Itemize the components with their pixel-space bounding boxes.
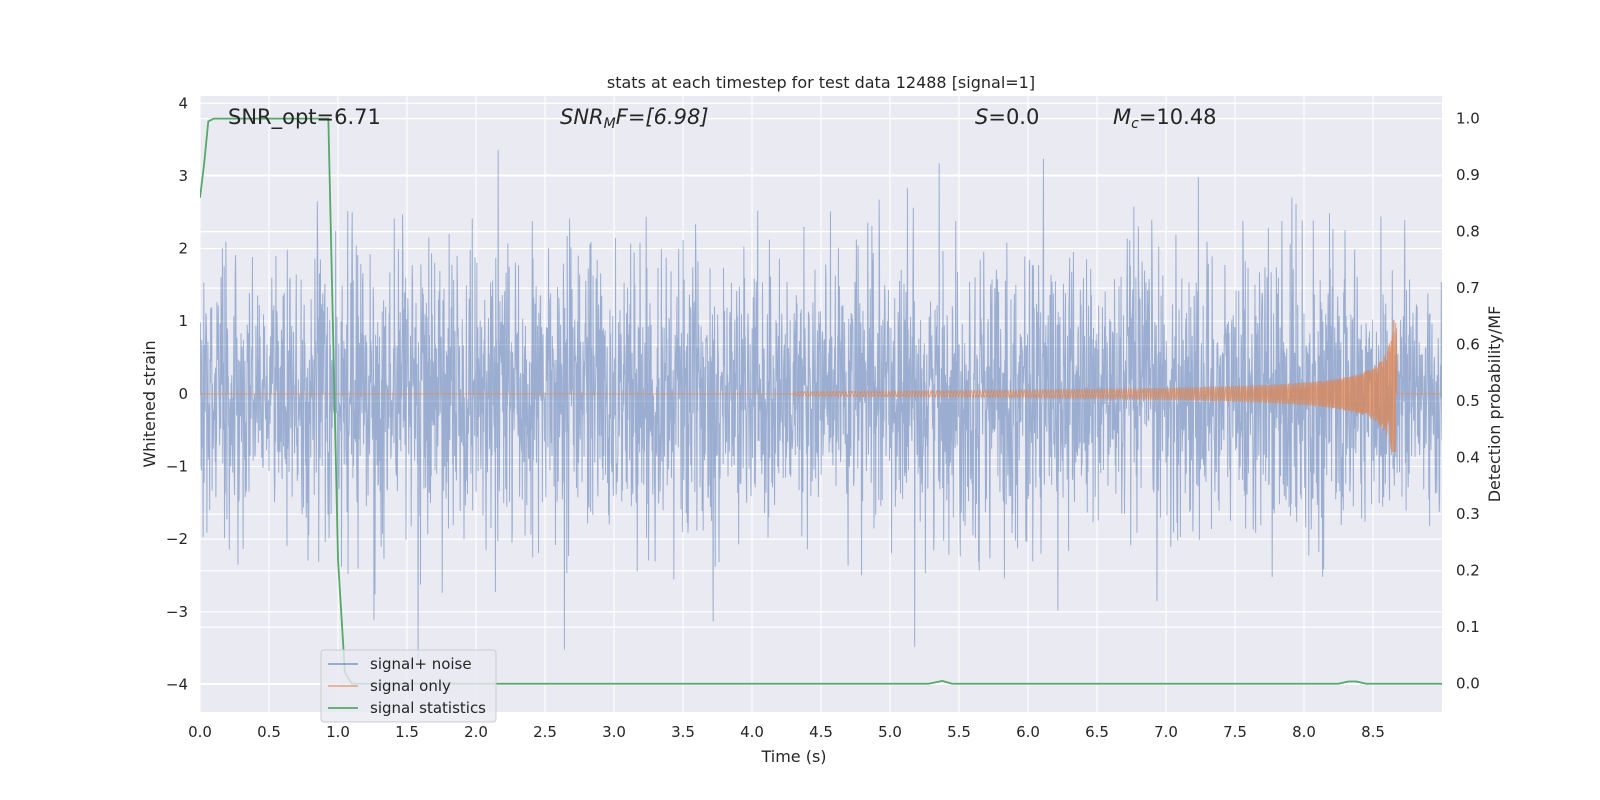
x-tick-label: 5.5 — [947, 723, 971, 741]
y-tick-label-left: −1 — [166, 457, 188, 475]
y-tick-label-right: 0.2 — [1456, 562, 1480, 580]
y-tick-label-left: −2 — [166, 530, 188, 548]
legend-box — [320, 649, 497, 723]
x-tick-label: 6.5 — [1085, 723, 1109, 741]
y-tick-label-right: 0.5 — [1456, 392, 1480, 410]
y-axis-label-left: Whitened strain — [140, 340, 159, 467]
annotation-snr-opt: SNR_opt=6.71 — [228, 105, 381, 130]
x-axis-label: Time (s) — [760, 747, 826, 766]
legend: signal+ noise signal only signal statist… — [320, 649, 497, 723]
series-signal-only — [200, 319, 1442, 452]
x-tick-label: 6.0 — [1016, 723, 1040, 741]
y-tick-label-left: 1 — [178, 312, 188, 330]
x-tick-label: 3.5 — [671, 723, 695, 741]
x-tick-label: 0.5 — [257, 723, 281, 741]
x-tick-label: 2.0 — [464, 723, 488, 741]
series-signal-noise — [200, 149, 1442, 660]
x-tick-label: 1.5 — [395, 723, 419, 741]
x-tick-label: 7.0 — [1154, 723, 1178, 741]
x-tick-label: 8.0 — [1292, 723, 1316, 741]
annotation-snr-mf: SNRMF=[6.98] — [560, 105, 709, 132]
y-tick-label-right: 0.9 — [1456, 166, 1480, 184]
x-tick-label: 2.5 — [533, 723, 557, 741]
y-tick-label-right: 0.8 — [1456, 223, 1480, 241]
x-tick-label: 5.0 — [878, 723, 902, 741]
y-tick-label-right: 1.0 — [1456, 110, 1480, 128]
legend-label-stats: signal statistics — [370, 699, 486, 717]
x-tick-label: 3.0 — [602, 723, 626, 741]
y-tick-label-right: 0.7 — [1456, 279, 1480, 297]
y-axis-label-right: Detection probability/MF — [1485, 306, 1504, 503]
x-tick-labels: 0.0 0.5 1.0 1.5 2.0 2.5 3.0 3.5 4.0 4.5 5.0 5.5 6.0 6… — [188, 723, 1385, 741]
y-tick-label-left: 2 — [178, 240, 188, 258]
y-tick-label-right: 0.6 — [1456, 336, 1480, 354]
x-tick-label: 8.5 — [1361, 723, 1385, 741]
y-tick-label-right: 0.3 — [1456, 505, 1480, 523]
y-tick-label-right: 0.0 — [1456, 675, 1480, 693]
y-tick-labels-left: 4 3 2 1 0 −1 −2 −3 −4 — [166, 94, 188, 693]
x-tick-label: 1.0 — [326, 723, 350, 741]
x-tick-label: 4.0 — [740, 723, 764, 741]
y-tick-label-left: −4 — [166, 675, 188, 693]
legend-label-signal: signal only — [370, 677, 451, 695]
legend-label-noise: signal+ noise — [370, 655, 472, 673]
y-tick-label-right: 0.4 — [1456, 449, 1480, 467]
y-tick-label-left: 0 — [178, 385, 188, 403]
y-tick-label-left: 3 — [178, 167, 188, 185]
x-tick-label: 4.5 — [809, 723, 833, 741]
y-tick-label-left: 4 — [178, 94, 188, 112]
y-tick-label-left: −3 — [166, 603, 188, 621]
x-tick-label: 0.0 — [188, 723, 212, 741]
annotation-mc: Mc=10.48 — [1113, 105, 1217, 132]
y-tick-labels-right: 1.0 0.9 0.8 0.7 0.6 0.5 0.4 0.3 0.2 0.1 0.0 — [1456, 110, 1480, 693]
x-tick-label: 7.5 — [1223, 723, 1247, 741]
annotation-s: S=0.0 — [975, 105, 1039, 129]
y-tick-label-right: 0.1 — [1456, 618, 1480, 636]
chart-title: stats at each timestep for test data 124… — [607, 73, 1035, 92]
